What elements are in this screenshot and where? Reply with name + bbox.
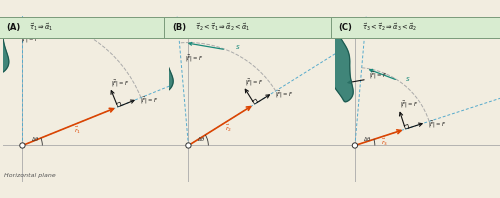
Text: $|\vec{F}|=F$: $|\vec{F}|=F$ <box>428 119 446 130</box>
Text: (C): (C) <box>338 23 352 32</box>
FancyBboxPatch shape <box>0 17 170 38</box>
Text: $|\vec{F}|=F$: $|\vec{F}|=F$ <box>274 89 292 100</box>
Polygon shape <box>137 19 173 91</box>
Text: $\vec{\tau}_3 < \vec{\tau}_2 \Rightarrow \vec{\alpha}_3 < \vec{\alpha}_2$: $\vec{\tau}_3 < \vec{\tau}_2 \Rightarrow… <box>362 21 417 33</box>
Polygon shape <box>0 0 9 73</box>
Text: $\vec{r}_2$: $\vec{r}_2$ <box>225 123 232 134</box>
Text: $\vec{r}_1$: $\vec{r}_1$ <box>74 125 81 136</box>
Text: $\Delta\theta$: $\Delta\theta$ <box>196 135 205 143</box>
Text: Horizontal plane: Horizontal plane <box>4 173 56 178</box>
Text: $s$: $s$ <box>95 30 100 38</box>
Text: $\vec{\tau}_1 \Rightarrow \vec{\alpha}_1$: $\vec{\tau}_1 \Rightarrow \vec{\alpha}_1… <box>29 21 54 33</box>
FancyBboxPatch shape <box>331 17 500 38</box>
Text: $|\vec{F}|=F$: $|\vec{F}|=F$ <box>400 99 418 110</box>
Text: $|\vec{F}|=F$: $|\vec{F}|=F$ <box>368 70 386 81</box>
Text: $|\vec{F}|=F$: $|\vec{F}|=F$ <box>20 34 39 45</box>
Text: $\Delta\theta$: $\Delta\theta$ <box>363 135 372 143</box>
Polygon shape <box>328 32 353 102</box>
Text: (A): (A) <box>6 23 20 32</box>
Text: $|\vec{F}|=F$: $|\vec{F}|=F$ <box>140 95 158 107</box>
Text: (B): (B) <box>172 23 186 32</box>
Text: $|\vec{F}|=F$: $|\vec{F}|=F$ <box>245 77 263 88</box>
Text: $s$: $s$ <box>234 43 240 51</box>
Text: $\vec{\tau}_2 < \vec{\tau}_1 \Rightarrow \vec{\alpha}_2 < \vec{\alpha}_1$: $\vec{\tau}_2 < \vec{\tau}_1 \Rightarrow… <box>195 21 250 33</box>
Circle shape <box>352 143 358 148</box>
Circle shape <box>186 143 191 148</box>
Text: $\Delta\theta$: $\Delta\theta$ <box>30 135 40 143</box>
Text: $s$: $s$ <box>405 75 410 83</box>
Text: $\vec{r}_3$: $\vec{r}_3$ <box>382 137 388 148</box>
Text: $|\vec{F}|=F$: $|\vec{F}|=F$ <box>112 78 130 89</box>
Text: $|\vec{F}|=F$: $|\vec{F}|=F$ <box>184 53 202 65</box>
FancyBboxPatch shape <box>164 17 336 38</box>
Circle shape <box>20 143 25 148</box>
